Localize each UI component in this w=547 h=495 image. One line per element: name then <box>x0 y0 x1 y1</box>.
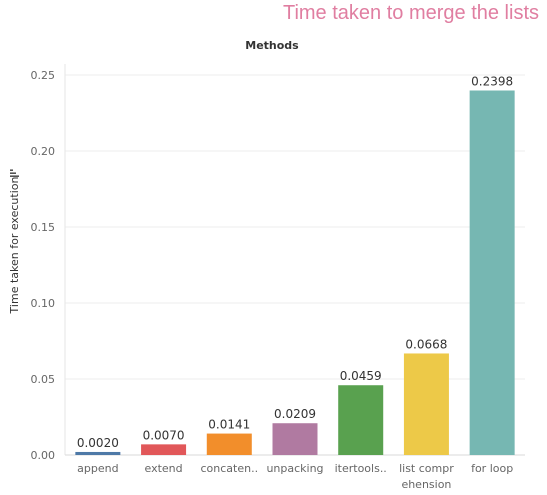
bar-5[interactable] <box>338 385 384 455</box>
bar-7[interactable] <box>469 90 515 455</box>
bar-value-label: 0.0020 <box>77 436 119 450</box>
y-axis-ticks: 0.00 0.05 0.10 0.15 0.20 0.25 <box>31 69 56 462</box>
y-tick-label: 0.10 <box>31 297 56 310</box>
x-axis-header[interactable]: Methods <box>245 39 299 52</box>
bar-value-label: 0.0141 <box>208 418 250 432</box>
category-label[interactable]: for loop <box>471 462 513 475</box>
bar-value-label: 0.2398 <box>471 75 513 89</box>
bar-value-label: 0.0459 <box>340 369 382 383</box>
category-label[interactable]: unpacking <box>266 462 323 475</box>
category-label[interactable]: itertools.. <box>335 462 387 475</box>
sort-icon[interactable] <box>10 169 19 177</box>
y-tick-label: 0.15 <box>31 221 56 234</box>
bars <box>75 90 515 455</box>
bar-value-label: 0.0668 <box>405 337 447 351</box>
bar-3[interactable] <box>206 433 252 455</box>
y-tick-label: 0.20 <box>31 145 56 158</box>
category-label[interactable]: ehension <box>401 478 451 491</box>
bar-6[interactable] <box>403 353 449 455</box>
bar-value-label: 0.0070 <box>143 428 185 442</box>
chart-title: Time taken to merge the lists <box>282 2 539 24</box>
y-tick-label: 0.00 <box>31 449 56 462</box>
bar-2[interactable] <box>141 444 187 455</box>
category-label[interactable]: append <box>77 462 118 475</box>
y-axis-title[interactable]: Time taken for execution <box>8 177 21 315</box>
bar-value-labels: 0.0020 0.0070 0.0141 0.0209 0.0459 0.0668 0.23… <box>77 75 513 450</box>
y-tick-label: 0.05 <box>31 373 56 386</box>
category-label[interactable]: list compr <box>399 462 454 475</box>
category-label[interactable]: concaten.. <box>200 462 258 475</box>
bar-1[interactable] <box>75 451 121 455</box>
y-axis-title-group: Time taken for execution <box>8 169 21 314</box>
y-tick-label: 0.25 <box>31 69 56 82</box>
category-label[interactable]: extend <box>145 462 183 475</box>
bar-value-label: 0.0209 <box>274 407 316 421</box>
bar-4[interactable] <box>272 423 318 455</box>
category-labels: append extend concaten.. unpacking itertools… <box>77 462 513 491</box>
gridlines <box>65 74 525 380</box>
